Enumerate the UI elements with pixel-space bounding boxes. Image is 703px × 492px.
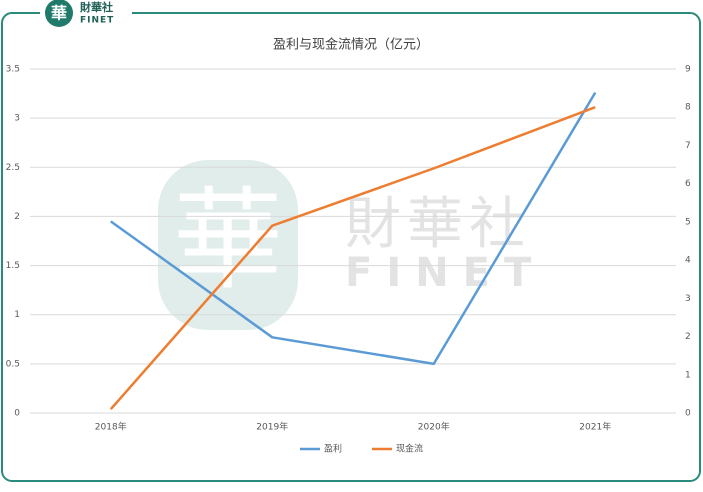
y2-tick-label: 1 xyxy=(685,370,691,380)
watermark-mark: 華 xyxy=(173,176,283,304)
y-tick-label: 0.5 xyxy=(6,359,20,369)
legend-label: 现金流 xyxy=(396,443,423,455)
y2-tick-label: 5 xyxy=(685,217,691,227)
watermark-name: 財華社 xyxy=(345,192,531,257)
x-tick-label: 2021年 xyxy=(579,421,611,433)
y2-tick-label: 0 xyxy=(685,409,691,419)
logo-name: 財華社 xyxy=(79,0,113,14)
y2-tick-label: 6 xyxy=(685,179,691,189)
logo-badge xyxy=(45,0,73,27)
x-tick-label: 2020年 xyxy=(418,421,450,433)
y-tick-label: 0 xyxy=(14,409,20,419)
y2-tick-label: 9 xyxy=(685,65,691,75)
y2-tick-label: 3 xyxy=(685,294,691,304)
series-line xyxy=(109,106,596,411)
y2-tick-label: 7 xyxy=(685,141,691,151)
watermark: 華 財華社 FINET xyxy=(158,160,545,330)
x-tick-label: 2019年 xyxy=(256,421,288,433)
watermark-sub: FINET xyxy=(345,250,545,296)
legend-label: 盈利 xyxy=(324,443,342,455)
series-line xyxy=(110,91,597,366)
y-tick-label: 3 xyxy=(14,114,20,124)
watermark-badge xyxy=(158,160,298,330)
y-tick-label: 2.5 xyxy=(6,163,20,173)
y2-tick-label: 2 xyxy=(685,332,691,342)
y-tick-label: 1 xyxy=(14,310,20,320)
y-tick-label: 1.5 xyxy=(6,261,20,271)
y2-tick-label: 4 xyxy=(685,256,691,266)
y-tick-label: 3.5 xyxy=(6,65,20,75)
chart-title: 盈利与现金流情况（亿元） xyxy=(273,37,429,53)
y2-tick-label: 8 xyxy=(685,103,691,113)
y-tick-label: 2 xyxy=(14,212,20,222)
logo-sub: FINET xyxy=(80,16,114,26)
logo-mark: 華 xyxy=(51,4,67,23)
x-tick-label: 2018年 xyxy=(95,421,127,433)
